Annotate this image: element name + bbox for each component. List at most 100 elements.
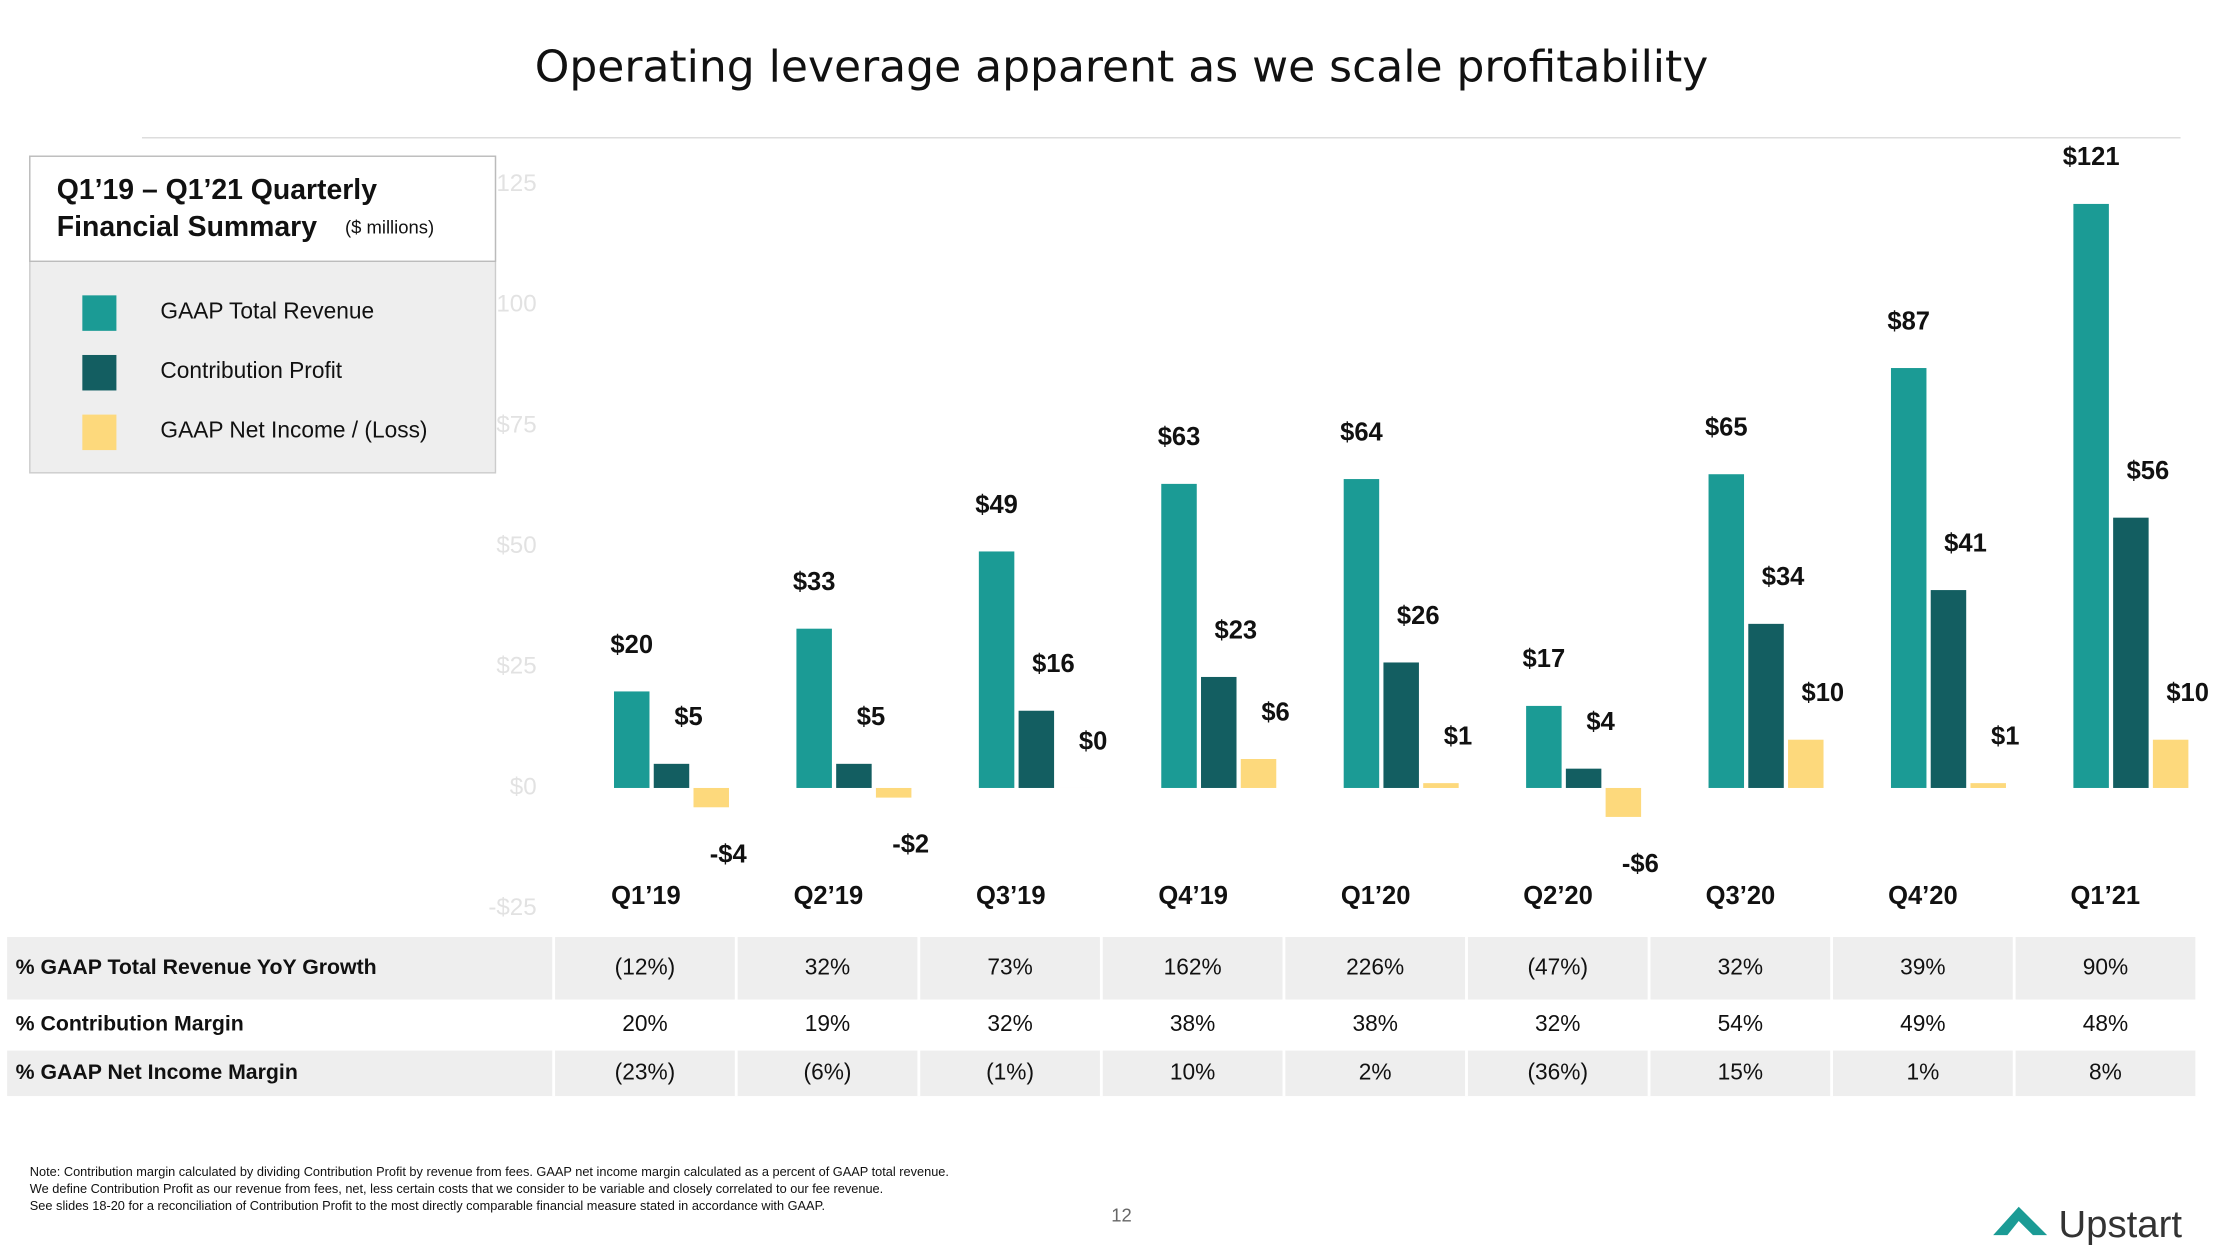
row-label: % GAAP Total Revenue YoY Growth xyxy=(16,955,377,979)
legend-label: Contribution Profit xyxy=(160,357,342,383)
data-label: $33 xyxy=(793,568,836,596)
data-label: $20 xyxy=(610,631,653,659)
x-tick-label: Q3’19 xyxy=(976,882,1046,910)
data-label: $10 xyxy=(2166,679,2209,707)
cell: 32% xyxy=(1718,953,1763,979)
bar xyxy=(796,628,832,788)
data-label: $34 xyxy=(1762,563,1805,591)
data-label: $49 xyxy=(975,491,1018,519)
data-label: $65 xyxy=(1705,414,1748,442)
data-label: $16 xyxy=(1032,650,1075,678)
data-label: $63 xyxy=(1158,423,1201,451)
bar xyxy=(836,763,872,788)
bar xyxy=(1343,479,1380,788)
data-label: -$2 xyxy=(892,831,929,859)
bar xyxy=(1708,474,1745,788)
cell: 15% xyxy=(1718,1058,1763,1084)
bar xyxy=(1383,662,1419,788)
data-label: $1 xyxy=(1991,722,2019,750)
legend-label: GAAP Net Income / (Loss) xyxy=(160,417,427,443)
note: See slides 18-20 for a reconciliation of… xyxy=(30,1198,825,1213)
row-label: % GAAP Net Income Margin xyxy=(16,1060,298,1084)
bar xyxy=(2113,517,2149,788)
data-label: $41 xyxy=(1944,529,1987,557)
bar xyxy=(1890,368,1927,788)
data-label: $56 xyxy=(2127,457,2170,485)
data-label: $121 xyxy=(2063,143,2120,171)
data-label: $5 xyxy=(857,703,885,731)
legend-title: Q1’19 – Q1’21 Quarterly xyxy=(57,174,377,206)
cell: 32% xyxy=(805,953,850,979)
bar xyxy=(978,551,1015,788)
cell: (23%) xyxy=(615,1058,676,1084)
legend-swatch xyxy=(82,295,117,331)
data-label: $0 xyxy=(1079,727,1107,755)
cell: 20% xyxy=(622,1010,667,1036)
data-label: -$4 xyxy=(710,840,748,868)
cell: 54% xyxy=(1718,1010,1763,1036)
data-label: $10 xyxy=(1802,679,1845,707)
plot: Q1’19 $20 $5 -$4 Q2’19 $33 $5 -$2 Q3’19 $49 $16 $0 Q… xyxy=(610,143,2209,910)
data-label: -$6 xyxy=(1622,850,1659,878)
x-tick-label: Q4’20 xyxy=(1888,882,1958,910)
x-tick-label: Q4’19 xyxy=(1158,882,1228,910)
legend-header xyxy=(29,155,497,262)
data-label: $23 xyxy=(1214,616,1257,644)
cell: (6%) xyxy=(804,1058,852,1084)
cell: 32% xyxy=(1535,1010,1580,1036)
legend-swatch xyxy=(82,354,117,391)
legend-subtitle: ($ millions) xyxy=(345,217,434,238)
bar xyxy=(1748,623,1784,788)
bar xyxy=(1161,483,1197,788)
note: We define Contribution Profit as our rev… xyxy=(30,1181,883,1196)
x-tick-label: Q2’20 xyxy=(1523,882,1593,910)
row-label: % Contribution Margin xyxy=(16,1012,244,1036)
bar xyxy=(1930,590,1967,788)
logo-mark xyxy=(1993,1206,2048,1236)
y-tick-label: $25 xyxy=(496,653,536,680)
legend-label: GAAP Total Revenue xyxy=(160,297,374,323)
x-tick-label: Q1’21 xyxy=(2071,882,2141,910)
bar xyxy=(875,787,912,798)
cell: 48% xyxy=(2083,1010,2128,1036)
cell: 1% xyxy=(1906,1058,1939,1084)
legend: Q1’19 – Q1’21 Quarterly Financial Summar… xyxy=(29,155,497,474)
y-tick-label: $75 xyxy=(496,411,536,438)
y-tick-label: $50 xyxy=(496,532,536,559)
cell: (47%) xyxy=(1527,953,1588,979)
cell: 49% xyxy=(1900,1010,1945,1036)
cell: (12%) xyxy=(615,953,676,979)
data-label: $5 xyxy=(674,703,702,731)
x-tick-label: Q3’20 xyxy=(1706,882,1776,910)
bar xyxy=(1788,739,1824,788)
bar xyxy=(1970,783,2006,788)
data-label: $4 xyxy=(1586,708,1615,736)
bar xyxy=(2152,739,2189,788)
cell: 73% xyxy=(987,953,1032,979)
data-label: $26 xyxy=(1397,602,1440,630)
data-label: $87 xyxy=(1887,307,1930,335)
table: % GAAP Total Revenue YoY Growth (12%) 32% 7… xyxy=(7,937,2199,1097)
cell: 8% xyxy=(2089,1058,2122,1084)
y-tick-label: -$25 xyxy=(488,894,536,921)
bar xyxy=(1526,705,1562,788)
cell: 10% xyxy=(1170,1058,1215,1084)
data-label: $17 xyxy=(1523,645,1566,673)
bar xyxy=(1605,787,1642,817)
cell: 38% xyxy=(1170,1010,1215,1036)
page-number: 12 xyxy=(1111,1205,1132,1226)
bar xyxy=(653,763,690,788)
bar xyxy=(693,787,729,808)
legend-title: Financial Summary xyxy=(57,211,317,243)
cell: 162% xyxy=(1164,953,1222,979)
cell: (1%) xyxy=(986,1058,1034,1084)
logo: Upstart xyxy=(2058,1203,2182,1246)
cell: 19% xyxy=(805,1010,850,1036)
cell: 38% xyxy=(1352,1010,1397,1036)
bar xyxy=(2073,203,2109,788)
bar xyxy=(1201,676,1237,788)
x-tick-label: Q1’19 xyxy=(611,882,681,910)
data-label: $6 xyxy=(1261,698,1289,726)
